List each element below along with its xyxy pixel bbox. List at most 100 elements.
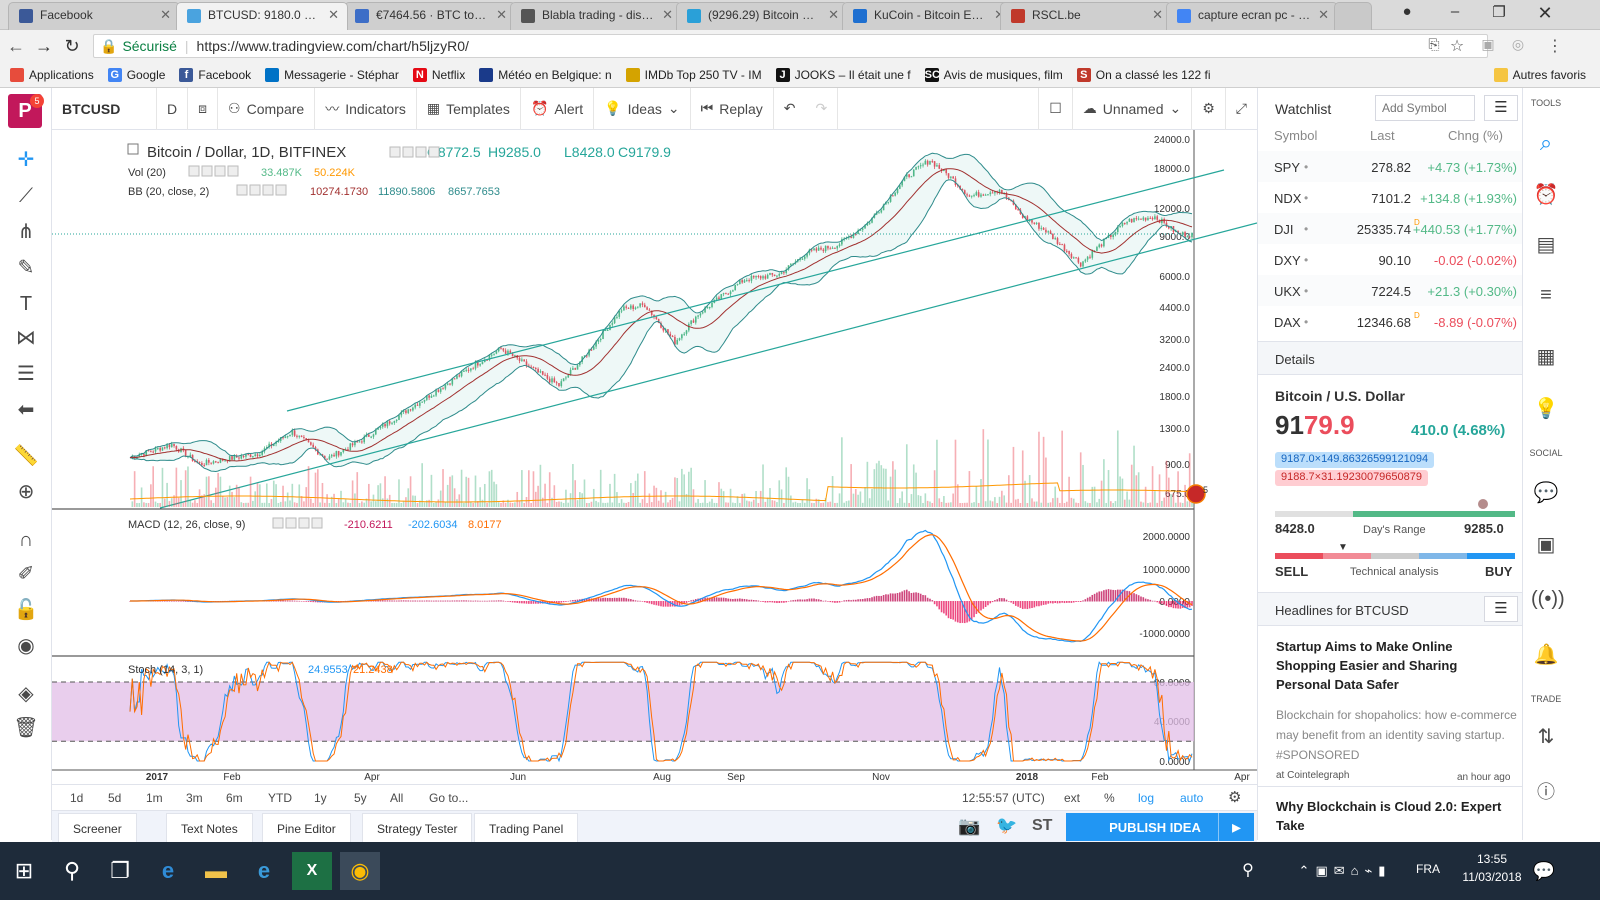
star-icon[interactable]: ☆ (1449, 38, 1465, 55)
profile-icon[interactable]: ● (1402, 3, 1412, 20)
search-icon[interactable]: ⚲ (63, 858, 81, 883)
headline-title-1[interactable]: Startup Aims to Make Online Shopping Eas… (1276, 639, 1458, 692)
reload-icon[interactable]: ↻ (64, 36, 80, 56)
zoom-icon[interactable]: ⊕ (17, 481, 35, 503)
back-icon[interactable]: ← (7, 36, 25, 56)
indicators-button[interactable]: 〰 Indicators (315, 87, 417, 130)
replay-button[interactable]: ⏮ Replay (691, 87, 774, 130)
file-explorer-icon[interactable]: ▬ (205, 858, 227, 883)
templates-button[interactable]: ▦ Templates (417, 87, 521, 130)
alarm-clock-icon[interactable]: ⏰ (1533, 184, 1559, 206)
headline-title-2[interactable]: Why Blockchain is Cloud 2.0: Expert Take (1276, 799, 1502, 833)
bell-icon[interactable]: 🔔 (1533, 644, 1559, 666)
clock-date[interactable]: 11/03/2018 (1462, 870, 1522, 884)
range-button[interactable]: 1y (314, 791, 327, 805)
stay-drawing-icon[interactable]: ✐ (17, 563, 35, 585)
goto-button[interactable]: Go to... (429, 791, 469, 805)
range-button[interactable]: All (390, 791, 404, 805)
layout-button[interactable]: ☁ Unnamed ⌄ (1073, 87, 1193, 130)
tab-close-icon[interactable]: ✕ (662, 7, 673, 22)
browser-tab[interactable]: capture ecran pc - Rech✕ (1166, 2, 1338, 30)
headlines-menu-icon[interactable]: ☰ (1484, 596, 1518, 622)
data-window-icon[interactable]: ▤ (1536, 234, 1556, 256)
ideas-stream-icon[interactable]: 💡 (1533, 398, 1559, 420)
range-button[interactable]: YTD (268, 791, 292, 805)
browser-tab[interactable]: BTCUSD: 9180.0 ▲+4.68%✕ (176, 2, 348, 30)
edge-icon[interactable]: e (161, 858, 175, 883)
undo-button[interactable]: ↶ (774, 88, 806, 130)
bookmark-item[interactable]: IMDb Top 250 TV - IM (625, 67, 762, 82)
interval-button[interactable]: D (157, 87, 189, 130)
publish-idea-button[interactable]: PUBLISH IDEA (1066, 813, 1244, 841)
browser-tab[interactable]: €7464.56 · BTC to EUR✕ (344, 2, 516, 30)
scale-option[interactable]: auto (1180, 791, 1204, 805)
pattern-icon[interactable]: ⋈ (16, 327, 36, 349)
scale-option[interactable]: % (1104, 791, 1115, 805)
trash-icon[interactable]: 🗑 (13, 717, 39, 739)
range-button[interactable]: 6m (226, 791, 243, 805)
tab-close-icon[interactable]: ✕ (994, 8, 1005, 22)
utc-clock[interactable]: 12:55:57 (UTC) (962, 791, 1045, 805)
watchlist-row[interactable]: DXY • 90.10 -0.02 (-0.02%) (1258, 244, 1523, 275)
alert-button[interactable]: ⏰ Alert (521, 87, 595, 130)
bottom-tab[interactable]: Pine Editor (262, 813, 351, 843)
browser-tab[interactable]: KuCoin - Bitcoin Exch✕ (842, 2, 1014, 30)
ideas-button[interactable]: 💡 Ideas ⌄ (594, 87, 691, 130)
stocktwits-icon[interactable]: ST (1032, 817, 1053, 834)
eye-icon[interactable]: ◉ (17, 635, 35, 657)
bookmark-item[interactable]: f Facebook (179, 67, 251, 82)
settings-button[interactable]: ⚙ (1192, 87, 1226, 130)
people-icon[interactable]: ⚲ (1242, 862, 1254, 879)
range-button[interactable]: 1d (70, 791, 84, 805)
bookmark-item[interactable]: SC Avis de musiques, film (924, 67, 1063, 82)
bottom-tab[interactable]: Text Notes (166, 813, 253, 843)
excel-icon[interactable]: X (292, 852, 332, 890)
brush-icon[interactable]: ✎ (17, 257, 35, 279)
gear-icon[interactable]: ⚙ (1228, 789, 1242, 806)
range-button[interactable]: 1m (146, 791, 163, 805)
other-bookmarks[interactable]: Autres favoris (1493, 67, 1586, 82)
watchlist-row[interactable]: NDX • 7101.2 +134.8 (+1.93%) (1258, 182, 1523, 213)
price-chart[interactable]: 24000.018000.012000.09000.06000.04400.03… (52, 130, 1258, 784)
task-view-icon[interactable]: ❐ (110, 858, 130, 883)
scale-option[interactable]: ext (1064, 791, 1081, 805)
streams-icon[interactable]: ▣ (1536, 534, 1556, 556)
extension-icon[interactable]: ▣ (1481, 36, 1495, 52)
chat-icon[interactable]: 💬 (1533, 482, 1559, 504)
tab-close-icon[interactable]: ✕ (328, 7, 339, 22)
bookmark-item[interactable]: G Google (107, 67, 165, 82)
clock-time[interactable]: 13:55 (1476, 852, 1508, 866)
redo-button[interactable]: ↷ (806, 87, 839, 130)
camera-icon[interactable]: 📷 (958, 816, 981, 836)
forward-icon[interactable]: → (35, 36, 53, 56)
magnet-icon[interactable]: ∩ (18, 529, 34, 551)
watchlist-menu-icon[interactable]: ☰ (1484, 95, 1518, 121)
trade-arrows-icon[interactable]: ⇅ (1537, 726, 1555, 748)
crosshair-icon[interactable]: ✛ (17, 149, 35, 171)
layers-icon[interactable]: ◈ (18, 683, 34, 705)
tab-close-icon[interactable]: ✕ (496, 7, 507, 22)
hotlist-icon[interactable]: ≡ (1540, 284, 1552, 306)
bookmark-item[interactable]: N Netflix (412, 67, 465, 82)
twitter-icon[interactable]: 🐦 (996, 816, 1018, 835)
browser-tab[interactable]: Facebook ✕ (8, 2, 180, 30)
browser-tab[interactable]: RSCL.be ✕ (1000, 2, 1172, 30)
range-button[interactable]: 3m (186, 791, 203, 805)
translate-icon[interactable]: ⎘ (1428, 36, 1440, 52)
scale-option[interactable]: log (1138, 791, 1155, 805)
broadcast-icon[interactable]: ((•)) (1531, 588, 1565, 610)
browser-tab[interactable]: (9296.29) Bitcoin BTC ✕ (676, 2, 848, 30)
fullscreen-box-button[interactable]: ☐ (1038, 87, 1073, 130)
minimize-icon[interactable]: – (1450, 3, 1460, 20)
language-indicator[interactable]: FRA (1416, 862, 1440, 876)
tab-close-icon[interactable]: ✕ (160, 7, 171, 22)
ruler-icon[interactable]: 📏 (13, 445, 39, 467)
tab-close-icon[interactable]: ✕ (828, 7, 839, 22)
pitchfork-icon[interactable]: ⋔ (17, 221, 35, 243)
bookmark-item[interactable]: S On a classé les 122 fi (1076, 67, 1211, 82)
fullscreen-button[interactable]: ⤢ (1226, 88, 1257, 130)
bookmark-item[interactable]: Applications (10, 67, 94, 82)
extension-icon-2[interactable]: ◎ (1511, 36, 1525, 52)
watchlist-row[interactable]: DJI • 25335.74 D +440.53 (+1.77%) (1258, 213, 1523, 244)
bookmark-item[interactable]: J JOOKS – Il était une f (775, 67, 911, 82)
